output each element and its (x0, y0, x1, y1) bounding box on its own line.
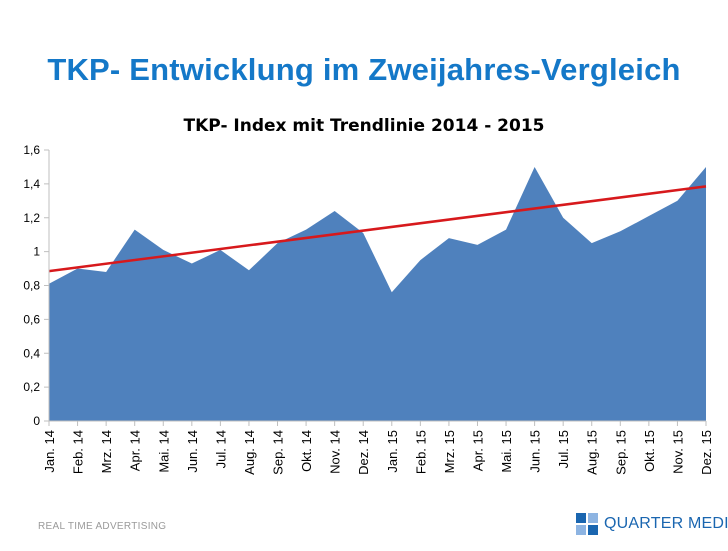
x-tick-label: Jan. 14 (42, 430, 57, 473)
x-tick-label: Feb. 15 (413, 430, 428, 474)
x-tick-label: Sep. 14 (271, 430, 286, 475)
x-tick-label: Aug. 14 (242, 430, 257, 475)
x-tick-label: Mai. 15 (499, 430, 514, 473)
x-tick-label: Mai. 14 (156, 430, 171, 473)
x-tick-label: Nov. 14 (328, 430, 343, 474)
x-tick-label: Aug. 15 (585, 430, 600, 475)
x-tick-label: Mrz. 14 (99, 430, 114, 473)
trendline (48, 185, 707, 273)
logo-squares-icon (576, 513, 598, 535)
y-tick-label: 0,8 (23, 279, 40, 293)
x-tick-label: Dez. 14 (356, 430, 371, 475)
y-tick-label: 0,6 (23, 312, 40, 326)
chart-title: TKP- Index mit Trendlinie 2014 - 2015 (184, 116, 545, 136)
y-tick-label: 1 (33, 245, 40, 259)
x-tick-label: Jan. 15 (385, 430, 400, 473)
y-tick-label: 0,4 (23, 346, 40, 360)
x-tick-label: Jun. 14 (185, 430, 200, 473)
logo-text: QUARTER MEDIA (604, 515, 728, 532)
y-tick-label: 1,4 (23, 177, 40, 191)
y-tick-label: 1,2 (23, 211, 40, 225)
x-tick-label: Apr. 14 (128, 430, 143, 471)
x-tick-label: Jul. 15 (556, 430, 571, 468)
footer-tagline: REAL TIME ADVERTISING (38, 521, 167, 532)
slide-title: TKP- Entwicklung im Zweijahres-Vergleich (47, 52, 681, 87)
company-logo: QUARTER MEDIA (576, 510, 728, 538)
x-tick-label: Sep. 15 (613, 430, 628, 475)
x-tick-label: Okt. 15 (642, 430, 657, 472)
area-series-tkp-index (49, 166, 706, 421)
x-tick-label: Okt. 14 (299, 430, 314, 472)
x-tick-label: Jul. 14 (213, 430, 228, 468)
y-tick-label: 0,2 (23, 380, 40, 394)
x-tick-label: Nov. 15 (670, 430, 685, 474)
x-tick-label: Jun. 15 (528, 430, 543, 473)
x-tick-label: Apr. 15 (470, 430, 485, 471)
x-tick-label: Mrz. 15 (442, 430, 457, 473)
y-tick-label: 1,6 (23, 143, 40, 157)
x-tick-label: Dez. 15 (699, 430, 714, 475)
x-tick-label: Feb. 14 (71, 430, 86, 474)
y-tick-label: 0 (33, 414, 40, 428)
